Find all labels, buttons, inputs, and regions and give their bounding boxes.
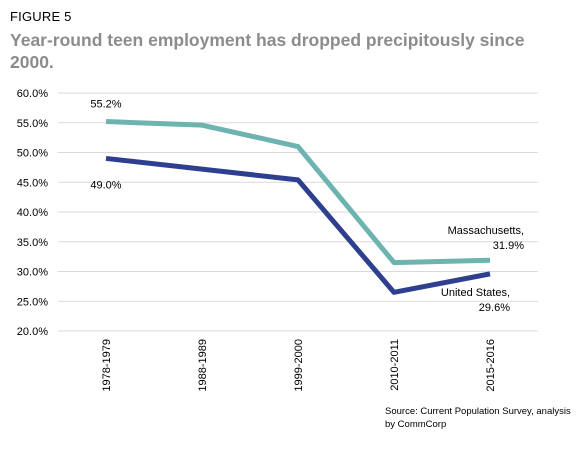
x-axis: 1978-1979 1988-1989 1999-2000 2010-2011 2015… [101, 339, 497, 392]
series-line-united-states [105, 155, 491, 295]
y-tick-label: 20.0% [17, 326, 48, 338]
data-label: 49.0% [90, 179, 121, 191]
x-tick-label: 2010-2011 [389, 339, 401, 391]
series-lines [105, 119, 491, 295]
y-tick-label: 55.0% [17, 118, 48, 130]
data-label: Massachusetts, 31.9% [448, 225, 525, 252]
x-tick-label: 2015-2016 [485, 339, 497, 392]
data-label: 55.2% [90, 99, 121, 111]
chart-title: Year-round teen employment has dropped p… [10, 30, 525, 72]
data-label: United States, 29.6% [441, 287, 510, 314]
y-axis: 20.0% 25.0% 30.0% 35.0% 40.0% 45.0% 50.0% 55.0%… [17, 88, 48, 338]
y-tick-label: 45.0% [17, 177, 48, 189]
y-tick-label: 60.0% [17, 88, 48, 100]
x-tick-label: 1999-2000 [293, 339, 305, 392]
y-tick-label: 40.0% [17, 207, 48, 219]
x-tick-label: 1978-1979 [101, 339, 113, 392]
y-tick-label: 50.0% [17, 148, 48, 160]
gridlines [58, 92, 538, 332]
figure-label: FIGURE 5 [10, 9, 72, 24]
y-tick-label: 30.0% [17, 267, 48, 279]
y-tick-label: 25.0% [17, 296, 48, 308]
y-tick-label: 35.0% [17, 237, 48, 249]
data-labels: 55.2% Massachusetts, 31.9% 49.0% United Stat… [90, 99, 524, 314]
source-note: Source: Current Population Survey, analy… [385, 406, 571, 430]
x-tick-label: 1988-1989 [197, 339, 209, 392]
